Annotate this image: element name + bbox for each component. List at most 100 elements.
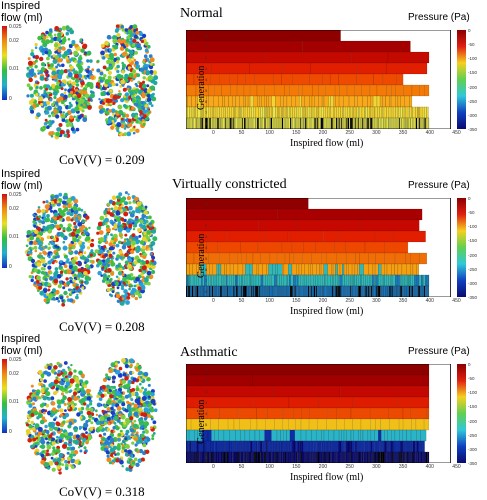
generation-row: [186, 364, 430, 376]
generation-row: [186, 84, 430, 97]
x-axis-tick: 400: [425, 464, 434, 470]
lung-colorbar: [2, 359, 7, 433]
pressure-colorbar-tick: -250: [468, 432, 478, 438]
x-axis-tick: 200: [318, 298, 328, 304]
pressure-colorbar-tick: 0: [468, 196, 471, 201]
generation-row: [186, 40, 411, 53]
y-axis-label: Generation: [196, 399, 207, 444]
pressure-heatmap: [186, 198, 451, 297]
pressure-heatmap: [186, 364, 451, 463]
x-axis-tick: 250: [345, 464, 354, 470]
generation-tick: 5: [205, 88, 208, 93]
generation-tick: 6: [205, 99, 208, 104]
generation-row: [186, 241, 409, 254]
cov-label: CoV(V) = 0.208: [59, 319, 145, 334]
right-lung: [26, 25, 97, 140]
pressure-colorbar-tick: -350: [468, 461, 478, 466]
lung-colorbar-tick: 0.02: [9, 371, 19, 377]
left-lung: [95, 23, 159, 137]
generation-row: [186, 73, 404, 86]
x-axis-tick: 0: [212, 464, 215, 470]
generation-row: [186, 95, 413, 108]
generation-tick: 7: [205, 444, 208, 449]
pressure-colorbar: [457, 30, 466, 129]
generation-row: [186, 62, 428, 75]
x-axis-tick: 350: [398, 464, 408, 470]
generation-tick: 8: [205, 289, 208, 294]
generation-tick: 5: [205, 422, 208, 427]
pressure-colorbar-tick: -200: [468, 84, 478, 90]
y-axis-label: Generation: [196, 233, 207, 278]
figure-panel: Inspired flow (ml) 0.025 0.02 0.01 0 CoV(V) =…: [0, 168, 487, 334]
pressure-colorbar-tick: -150: [468, 238, 478, 244]
x-axis-tick: 450: [452, 464, 461, 470]
pressure-colorbar-tick: -100: [468, 390, 478, 396]
lung-colorbar-tick: 0: [9, 264, 12, 270]
pressure-colorbar-tick: -50: [468, 376, 475, 382]
lung-rendering: [25, 358, 158, 475]
x-axis-tick: 50: [238, 464, 245, 470]
lung-colorbar-tick: 0: [9, 429, 12, 435]
y-axis-label: Generation: [196, 65, 207, 110]
generation-tick: 6: [205, 433, 208, 438]
pressure-colorbar-tick: -300: [468, 112, 478, 118]
generation-row: [186, 451, 430, 463]
generation-row: [186, 252, 428, 265]
x-axis-tick: 350: [398, 298, 408, 304]
x-axis-tick: 100: [265, 298, 274, 304]
pressure-colorbar-tick: -300: [468, 280, 478, 286]
generation-tick: 8: [205, 121, 208, 126]
lung-rendering: [24, 191, 158, 307]
panel-title: Asthmatic: [180, 345, 238, 360]
generation-tick: 3: [205, 400, 208, 405]
panel-title: Virtually constricted: [172, 177, 287, 192]
generation-tick: 8: [205, 455, 208, 460]
cov-label: CoV(V) = 0.318: [59, 484, 145, 499]
pressure-colorbar-tick: -100: [468, 224, 478, 230]
pressure-colorbar-tick: -300: [468, 446, 478, 452]
lung-colorbar-tick: 0: [9, 96, 12, 102]
x-axis-tick: 0: [212, 298, 215, 304]
pressure-colorbar: [457, 364, 466, 463]
x-axis-tick: 400: [425, 130, 434, 136]
pressure-colorbar-tick: -250: [468, 266, 478, 272]
pressure-colorbar-tick: -100: [468, 56, 478, 62]
x-axis-tick: 300: [372, 130, 381, 136]
generation-tick: 7: [205, 278, 208, 283]
pressure-colorbar-title: Pressure (Pa): [408, 12, 470, 23]
pressure-heatmap: [186, 30, 451, 129]
generation-tick: 6: [205, 267, 208, 272]
lung-colorbar-tick: 0.01: [9, 234, 19, 240]
generation-row: [186, 440, 425, 453]
generation-row: [186, 285, 430, 297]
x-axis-label: Inspired flow (ml): [290, 472, 364, 483]
lung-colorbar-tick: 0.01: [9, 66, 19, 72]
lung-colorbar-tick: 0.02: [9, 38, 19, 44]
pressure-colorbar-tick: -150: [468, 404, 478, 410]
x-axis-tick: 100: [265, 464, 274, 470]
lung-colorbar: [2, 194, 7, 268]
generation-row: [186, 407, 430, 420]
generation-row: [186, 418, 430, 431]
generation-row: [186, 106, 429, 119]
pressure-colorbar-tick: -200: [468, 418, 478, 424]
generation-row: [186, 51, 430, 64]
left-lung: [94, 191, 158, 306]
lung-colorbar-tick: 0.01: [9, 399, 19, 405]
x-axis-tick: 200: [318, 464, 328, 470]
generation-tick: 1: [205, 212, 208, 217]
generation-row: [186, 208, 423, 221]
x-axis-tick: 50: [238, 298, 245, 304]
generation-tick: 4: [205, 77, 208, 82]
x-axis-tick: 300: [372, 464, 381, 470]
generation-tick: 3: [205, 234, 208, 239]
generation-row: [186, 230, 426, 243]
generation-row: [186, 429, 427, 442]
lung-colorbar: [2, 26, 7, 100]
cov-label: CoV(V) = 0.209: [59, 152, 145, 167]
x-axis-tick: 100: [265, 130, 274, 136]
lung-colorbar-tick: 0.025: [9, 192, 22, 198]
pressure-colorbar: [457, 198, 466, 297]
x-axis-tick: 400: [425, 298, 434, 304]
generation-tick: 3: [205, 66, 208, 71]
